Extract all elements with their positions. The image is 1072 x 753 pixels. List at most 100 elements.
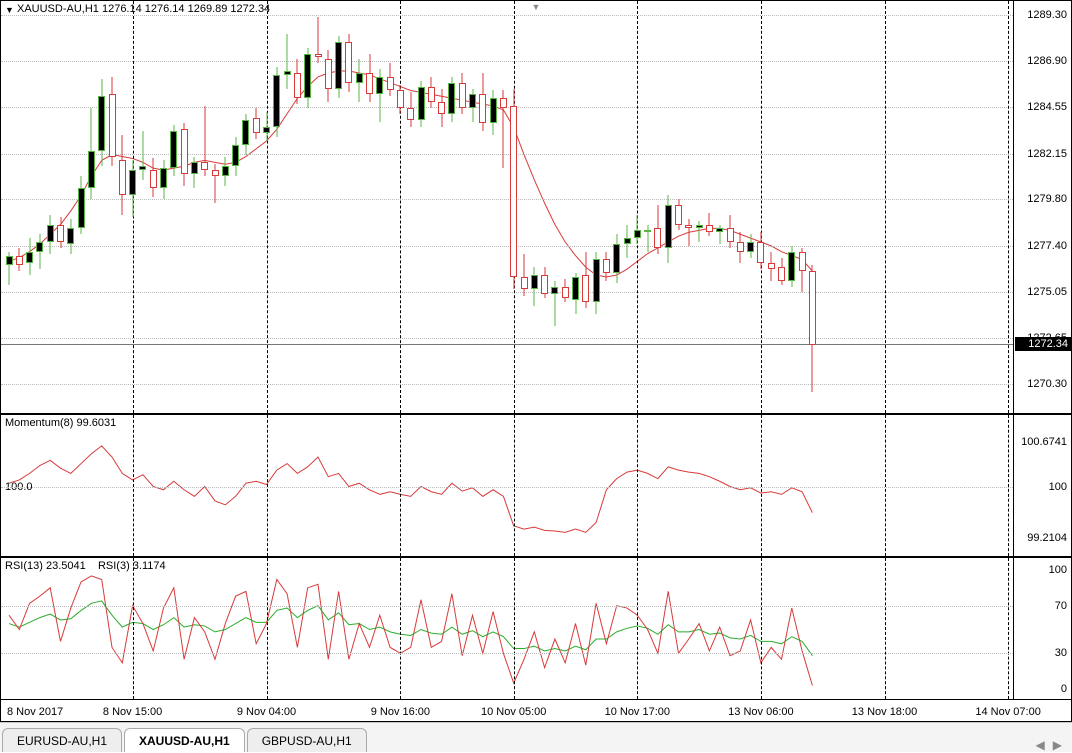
momentum-title: Momentum(8) 99.6031 (5, 417, 116, 429)
price-tick-label: 1289.30 (1027, 9, 1067, 21)
rsi-panel[interactable]: RSI(13) 23.5041 RSI(3) 3.1174 10070300 (0, 557, 1072, 700)
candle (67, 1, 74, 415)
candle (407, 1, 414, 415)
rsi-y-axis: 10070300 (1013, 558, 1071, 699)
candle (593, 1, 600, 415)
candle (273, 1, 280, 415)
rsi-svg (1, 558, 1015, 701)
candle (459, 1, 466, 415)
candle (675, 1, 682, 415)
candle (521, 1, 528, 415)
chart-tab-bar: EURUSD-AU,H1XAUUSD-AU,H1GBPUSD-AU,H1 ◀ ▶ (0, 722, 1072, 752)
candle (727, 1, 734, 415)
candle (418, 1, 425, 415)
candle (510, 1, 517, 415)
candle (78, 1, 85, 415)
chart-tab[interactable]: EURUSD-AU,H1 (2, 728, 122, 752)
candle (603, 1, 610, 415)
candle (469, 1, 476, 415)
candle (397, 1, 404, 415)
candle (129, 1, 136, 415)
candle (57, 1, 64, 415)
chart-tab[interactable]: GBPUSD-AU,H1 (247, 728, 367, 752)
momentum-panel[interactable]: Momentum(8) 99.6031 100.674110099.2104 1… (0, 414, 1072, 557)
candle (170, 1, 177, 415)
candle (16, 1, 23, 415)
momentum-tick-label: 100 (1049, 481, 1067, 493)
candle (788, 1, 795, 415)
tab-navigation: ◀ ▶ (1026, 738, 1072, 752)
candle (356, 1, 363, 415)
candle (345, 1, 352, 415)
candle (88, 1, 95, 415)
candle (799, 1, 806, 415)
candle (160, 1, 167, 415)
price-tick-label: 1279.80 (1027, 193, 1067, 205)
candle (696, 1, 703, 415)
candle (284, 1, 291, 415)
time-axis-label: 9 Nov 16:00 (371, 706, 430, 718)
candle (747, 1, 754, 415)
candle (98, 1, 105, 415)
candle (634, 1, 641, 415)
chart-frame: ▼ ▼ XAUUSD-AU,H1 1276.14 1276.14 1269.89… (0, 0, 1072, 752)
price-tick-label: 1284.55 (1027, 101, 1067, 113)
time-axis-label: 10 Nov 17:00 (605, 706, 670, 718)
candle (212, 1, 219, 415)
price-y-axis: 1289.301286.901284.551282.151279.801277.… (1013, 1, 1071, 413)
current-price-tag: 1272.34 (1015, 337, 1071, 351)
time-axis-label: 9 Nov 04:00 (237, 706, 296, 718)
candle (304, 1, 311, 415)
candle (582, 1, 589, 415)
rsi-tick-label: 0 (1061, 683, 1067, 695)
tab-prev-icon[interactable]: ◀ (1036, 738, 1045, 752)
candle (757, 1, 764, 415)
candle (500, 1, 507, 415)
candle (335, 1, 342, 415)
candle (706, 1, 713, 415)
candle (685, 1, 692, 415)
candle (201, 1, 208, 415)
candle (6, 1, 13, 415)
candle (119, 1, 126, 415)
candle (222, 1, 229, 415)
candle (644, 1, 651, 415)
price-tick-label: 1275.05 (1027, 286, 1067, 298)
candle (315, 1, 322, 415)
candle (47, 1, 54, 415)
candle (242, 1, 249, 415)
rsi-title-1: RSI(13) 23.5041 (5, 560, 86, 572)
rsi-tick-label: 100 (1049, 564, 1067, 576)
candle (294, 1, 301, 415)
price-tick-label: 1286.90 (1027, 55, 1067, 67)
candle (541, 1, 548, 415)
candle (665, 1, 672, 415)
candle (109, 1, 116, 415)
rsi-title-2: RSI(3) 3.1174 (98, 560, 166, 572)
rsi-title: RSI(13) 23.5041 RSI(3) 3.1174 (5, 560, 166, 572)
candle (232, 1, 239, 415)
candle (572, 1, 579, 415)
price-chart-panel[interactable]: ▼ ▼ XAUUSD-AU,H1 1276.14 1276.14 1269.89… (0, 0, 1072, 414)
candle (366, 1, 373, 415)
time-axis-label: 10 Nov 05:00 (481, 706, 546, 718)
candle (139, 1, 146, 415)
candle (428, 1, 435, 415)
chart-tab[interactable]: XAUUSD-AU,H1 (124, 728, 245, 752)
tab-next-icon[interactable]: ▶ (1053, 738, 1062, 752)
candle (26, 1, 33, 415)
time-axis-label: 8 Nov 15:00 (103, 706, 162, 718)
time-axis-label: 14 Nov 07:00 (975, 706, 1040, 718)
candle (191, 1, 198, 415)
candle (562, 1, 569, 415)
candle (387, 1, 394, 415)
candle (479, 1, 486, 415)
candle (624, 1, 631, 415)
time-axis: 8 Nov 20178 Nov 15:009 Nov 04:009 Nov 16… (0, 700, 1072, 722)
candle (263, 1, 270, 415)
candle (778, 1, 785, 415)
candle (490, 1, 497, 415)
candle (36, 1, 43, 415)
price-tick-label: 1277.40 (1027, 240, 1067, 252)
candle (181, 1, 188, 415)
